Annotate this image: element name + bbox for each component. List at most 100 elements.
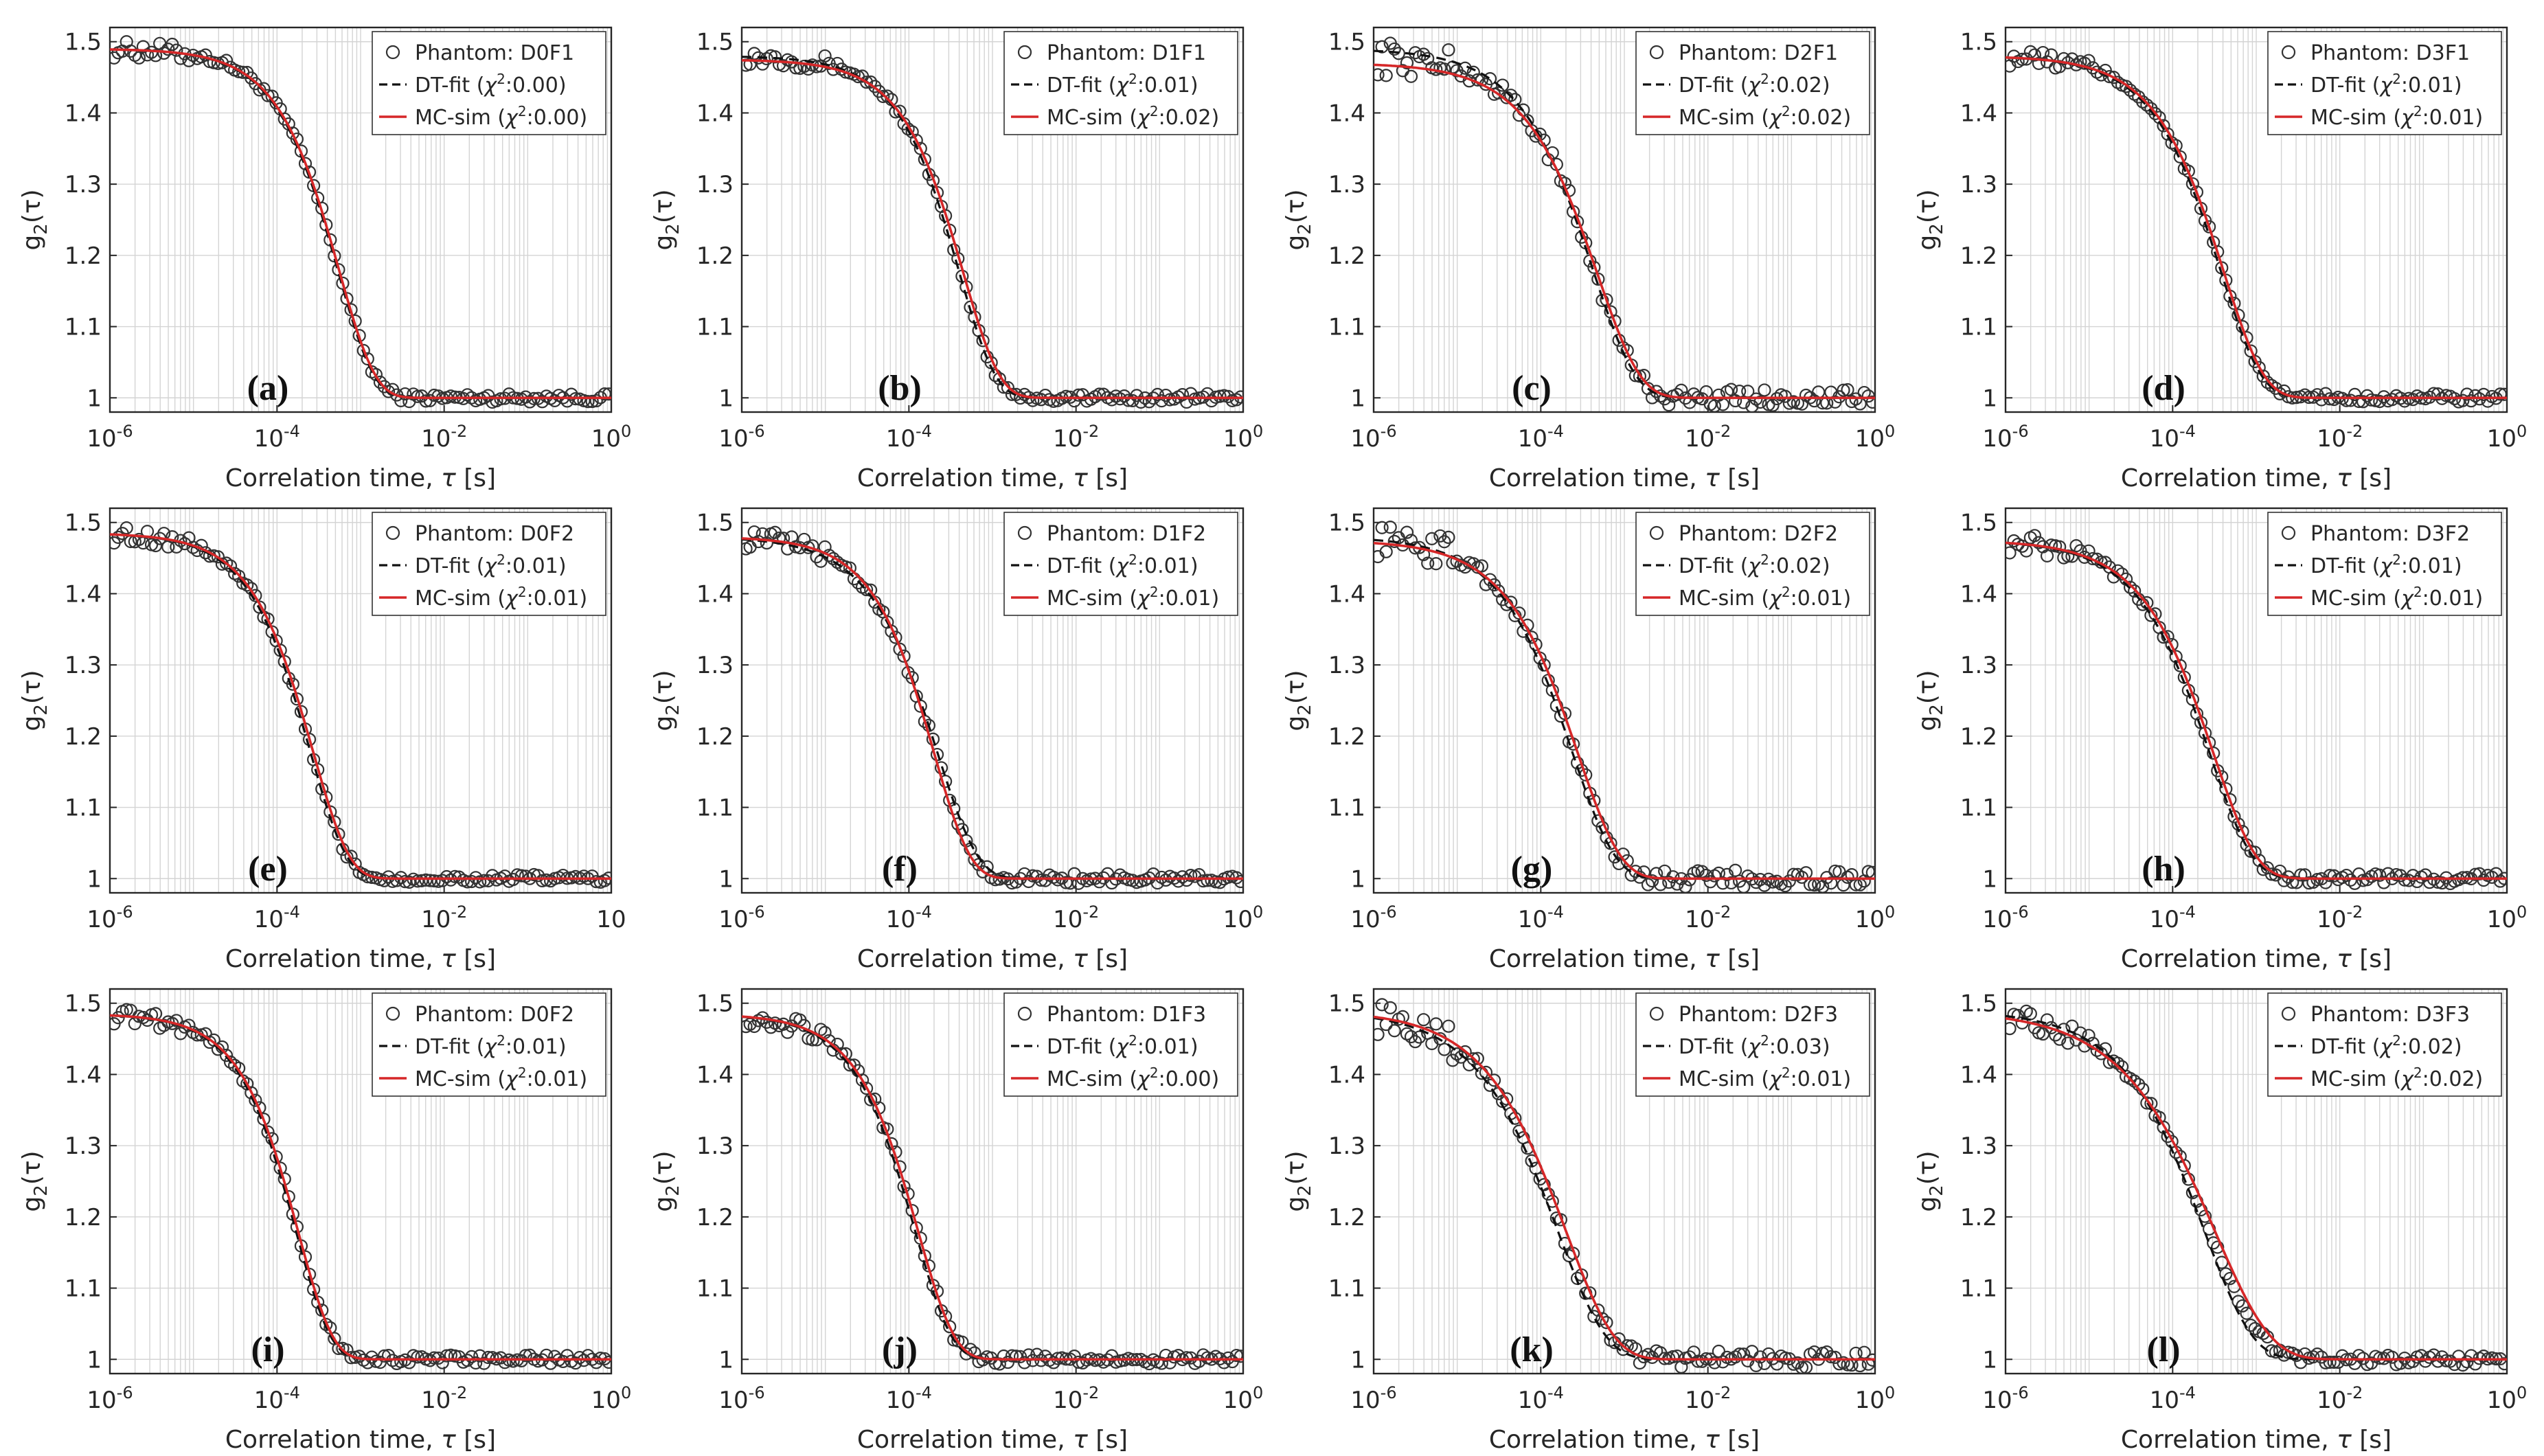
subplot-h: 1 1.1 1.2 1.3 1.4 1.5 10-6 10-4 10-2 100 Correlati… <box>1913 507 2527 973</box>
phantom-data-point <box>2040 55 2054 69</box>
x-axis-label: Correlation time, τ [s] <box>1489 1426 1760 1454</box>
phantom-data-point <box>939 209 953 223</box>
phantom-data-point <box>1130 389 1144 402</box>
phantom-data-point <box>1745 400 1759 412</box>
phantom-data-point <box>1720 867 1734 881</box>
mc-sim-line <box>1374 541 1875 880</box>
phantom-data-point <box>1529 637 1543 651</box>
phantom-data-point <box>1375 521 1389 534</box>
phantom-data-point <box>1196 874 1210 888</box>
phantom-data-point <box>1753 1350 1767 1364</box>
phantom-data-point <box>377 874 391 887</box>
y-tick-label: 1 <box>1350 865 1365 893</box>
phantom-data-point <box>955 823 969 837</box>
y-tick-label: 1.3 <box>696 171 734 198</box>
axes-frame <box>740 26 1245 413</box>
phantom-data-point <box>423 874 437 887</box>
y-tick-label: 1.5 <box>696 510 734 537</box>
phantom-data-point <box>2422 876 2437 889</box>
legend-box <box>1635 31 1870 135</box>
phantom-data-point <box>2352 1349 2366 1363</box>
phantom-data-point <box>560 394 574 408</box>
phantom-data-point <box>444 873 457 887</box>
x-tick-label: 100 <box>2487 1383 2528 1414</box>
subplot-d: 1 1.1 1.2 1.3 1.4 1.5 10-6 10-4 10-2 100 Correlati… <box>1913 26 2527 492</box>
panel-label: (j) <box>882 1330 918 1369</box>
phantom-data-point <box>1841 383 1854 397</box>
phantom-data-point <box>2497 1357 2507 1371</box>
phantom-data-point <box>2277 874 2291 887</box>
phantom-data-point <box>1716 1355 1730 1369</box>
phantom-data-point <box>2128 584 2142 598</box>
phantom-data-point <box>1408 1035 1422 1049</box>
legend-phantom-label: Phantom: D0F2 <box>415 522 574 546</box>
x-axis-label: Correlation time, τ [s] <box>1489 464 1760 492</box>
phantom-data-point <box>2464 1349 2478 1363</box>
x-tick-label: 100 <box>1223 422 1264 453</box>
phantom-data-point <box>2057 52 2071 66</box>
phantom-data-point <box>1837 383 1850 397</box>
phantom-data-point <box>2006 1022 2017 1036</box>
phantom-data-point <box>2406 393 2420 407</box>
phantom-data-point <box>2140 98 2154 112</box>
y-axis-label: g2(τ) <box>1913 1150 1947 1212</box>
legend-mc-sim-label: MC-sim (χ2:0.01) <box>415 1065 587 1091</box>
legend-marker-icon <box>1017 525 1032 541</box>
legend-phantom-label: Phantom: D1F3 <box>1047 1003 1206 1027</box>
y-tick-label: 1.4 <box>1960 100 1997 127</box>
phantom-data-point <box>2373 868 2387 882</box>
panel-label: (l) <box>2146 1330 2180 1369</box>
y-axis-label: g2(τ) <box>650 670 683 731</box>
x-axis-label: Correlation time, τ [s] <box>857 464 1128 492</box>
phantom-data-point <box>1766 875 1780 889</box>
phantom-data-point <box>2373 394 2387 409</box>
legend-marker-icon <box>2281 45 2296 60</box>
x-tick-label: 10-6 <box>87 902 133 933</box>
legend-phantom-label: Phantom: D2F1 <box>1679 41 1838 65</box>
axes-frame <box>109 26 613 413</box>
legend-box <box>2267 512 2502 616</box>
phantom-data-point <box>2057 1023 2071 1036</box>
axes-frame <box>740 507 1245 894</box>
phantom-data-point <box>2219 1267 2233 1281</box>
phantom-data-point <box>897 649 911 663</box>
phantom-data-point <box>1171 874 1185 888</box>
phantom-data-point <box>1379 545 1393 558</box>
phantom-data-point <box>939 775 953 788</box>
phantom-data-point <box>398 387 412 401</box>
legend-phantom-label: Phantom: D0F2 <box>415 1003 574 1027</box>
x-tick-label: 10-2 <box>1053 1383 1099 1414</box>
phantom-data-point <box>473 1349 487 1363</box>
phantom-data-point <box>1375 40 1389 54</box>
x-tick-label: 100 <box>1223 902 1264 933</box>
legend-box <box>2267 31 2502 135</box>
x-axis-label: Correlation time, τ [s] <box>225 464 496 492</box>
phantom-data-point <box>377 1349 391 1363</box>
y-axis-label: g2(τ) <box>18 189 52 250</box>
phantom-data-point <box>885 1137 898 1150</box>
legend: Phantom: D1F1 DT-fit (χ2:0.01) MC-sim (χ2:… <box>1003 31 1238 135</box>
phantom-data-point <box>1429 1017 1443 1031</box>
legend-box <box>1003 512 1238 616</box>
y-tick-label: 1 <box>87 865 102 893</box>
phantom-data-point <box>340 292 354 306</box>
phantom-data-point <box>2310 1347 2324 1361</box>
y-tick-label: 1.5 <box>1328 990 1365 1018</box>
x-tick-label: 10-6 <box>718 902 764 933</box>
phantom-data-point <box>1438 62 1451 76</box>
phantom-data-point <box>1392 47 1405 60</box>
phantom-data-point <box>602 1355 611 1369</box>
phantom-data-point <box>585 394 599 409</box>
y-axis-label: g2(τ) <box>1282 189 1315 250</box>
phantom-data-point <box>2418 868 2432 882</box>
phantom-data-point <box>1213 389 1227 403</box>
x-tick-label: 10-6 <box>1350 902 1396 933</box>
legend-marker-icon <box>2281 1006 2296 1021</box>
legend-mc-sim-label: MC-sim (χ2:0.01) <box>1679 1065 1851 1091</box>
legend-phantom-label: Phantom: D0F1 <box>415 41 574 65</box>
y-tick-label: 1.5 <box>65 510 102 537</box>
x-tick-label: 10-4 <box>254 422 300 453</box>
legend-phantom-label: Phantom: D1F2 <box>1047 522 1206 546</box>
phantom-data-point <box>1374 1027 1385 1041</box>
y-tick-label: 1.2 <box>1328 723 1365 751</box>
